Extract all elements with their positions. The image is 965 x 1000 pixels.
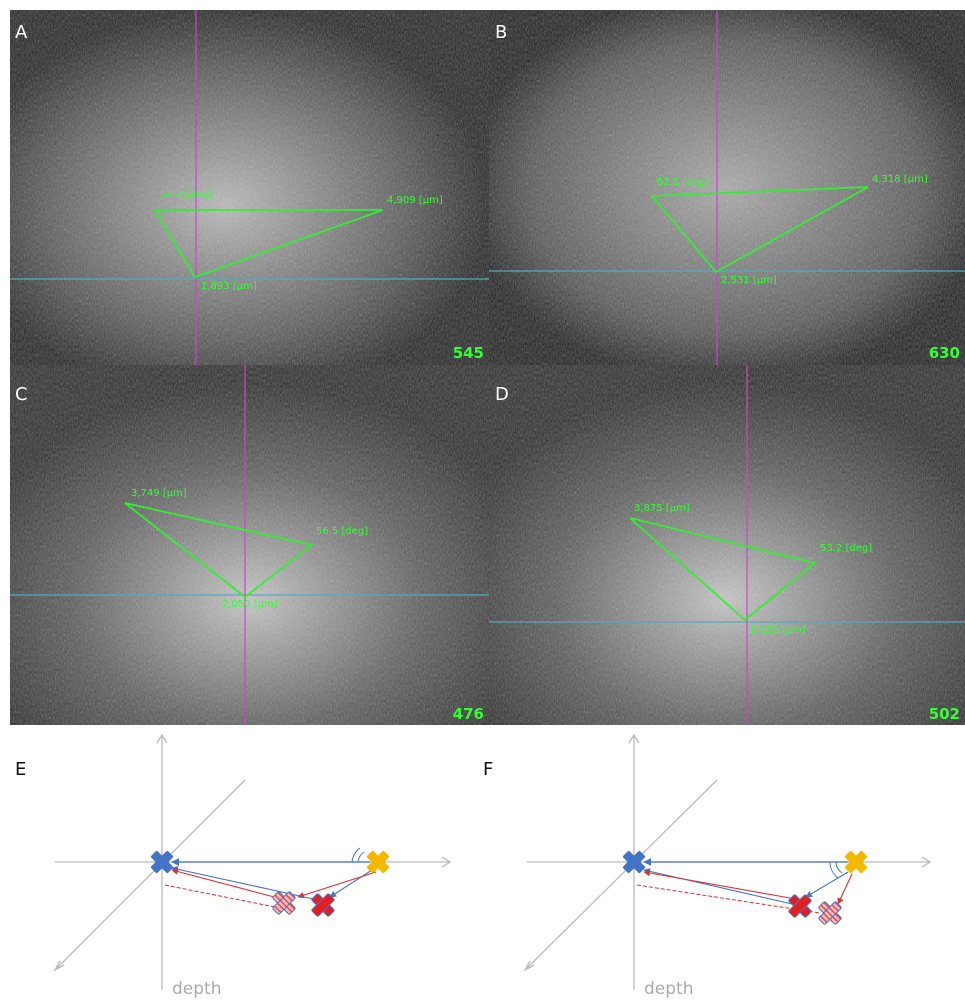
diagram: E depth <box>15 735 450 999</box>
length-label: 3,875 [µm] <box>634 503 690 514</box>
length-label: 2,531 [µm] <box>721 275 777 286</box>
diagram: F depth <box>483 735 930 999</box>
length-label: 3,749 [µm] <box>131 488 187 499</box>
length-label: 1,893 [µm] <box>201 281 257 292</box>
angle-label: 58.3 [deg] <box>160 190 212 201</box>
frame-number: 476 <box>453 705 484 723</box>
panel-label: C <box>15 384 28 405</box>
oct-panel: C 3,749 [µm] 56.5 [deg] 2,050 [µm] 476 <box>10 365 489 725</box>
length-label: 4,909 [µm] <box>387 195 443 206</box>
angle-label: 52.1 [deg] <box>657 177 709 188</box>
panel-label: F <box>483 759 493 780</box>
length-label: 2,182 [µm] <box>750 625 806 636</box>
length-label: 2,050 [µm] <box>222 599 278 610</box>
angle-label: 56.5 [deg] <box>316 526 368 537</box>
panel-label: A <box>15 22 28 43</box>
oct-panel: D 3,875 [µm] 53.2 [deg] 2,182 [µm] 502 <box>489 365 965 725</box>
frame-number: 630 <box>929 344 960 362</box>
frame-number: 545 <box>453 344 484 362</box>
figure: A 58.3 [deg] 4,909 [µm] 1,893 [µm] 545 B… <box>0 0 965 1000</box>
panel-label: D <box>495 384 509 405</box>
panel-label: B <box>495 22 507 43</box>
angle-label: 53.2 [deg] <box>820 543 872 554</box>
oct-panel: B 52.1 [deg] 4,318 [µm] 2,531 [µm] 630 <box>489 10 965 365</box>
frame-number: 502 <box>929 705 960 723</box>
axis-label: depth <box>172 979 221 999</box>
length-label: 4,318 [µm] <box>872 174 928 185</box>
oct-panel: A 58.3 [deg] 4,909 [µm] 1,893 [µm] 545 <box>10 10 489 365</box>
panel-label: E <box>15 759 26 780</box>
axis-label: depth <box>644 979 693 999</box>
